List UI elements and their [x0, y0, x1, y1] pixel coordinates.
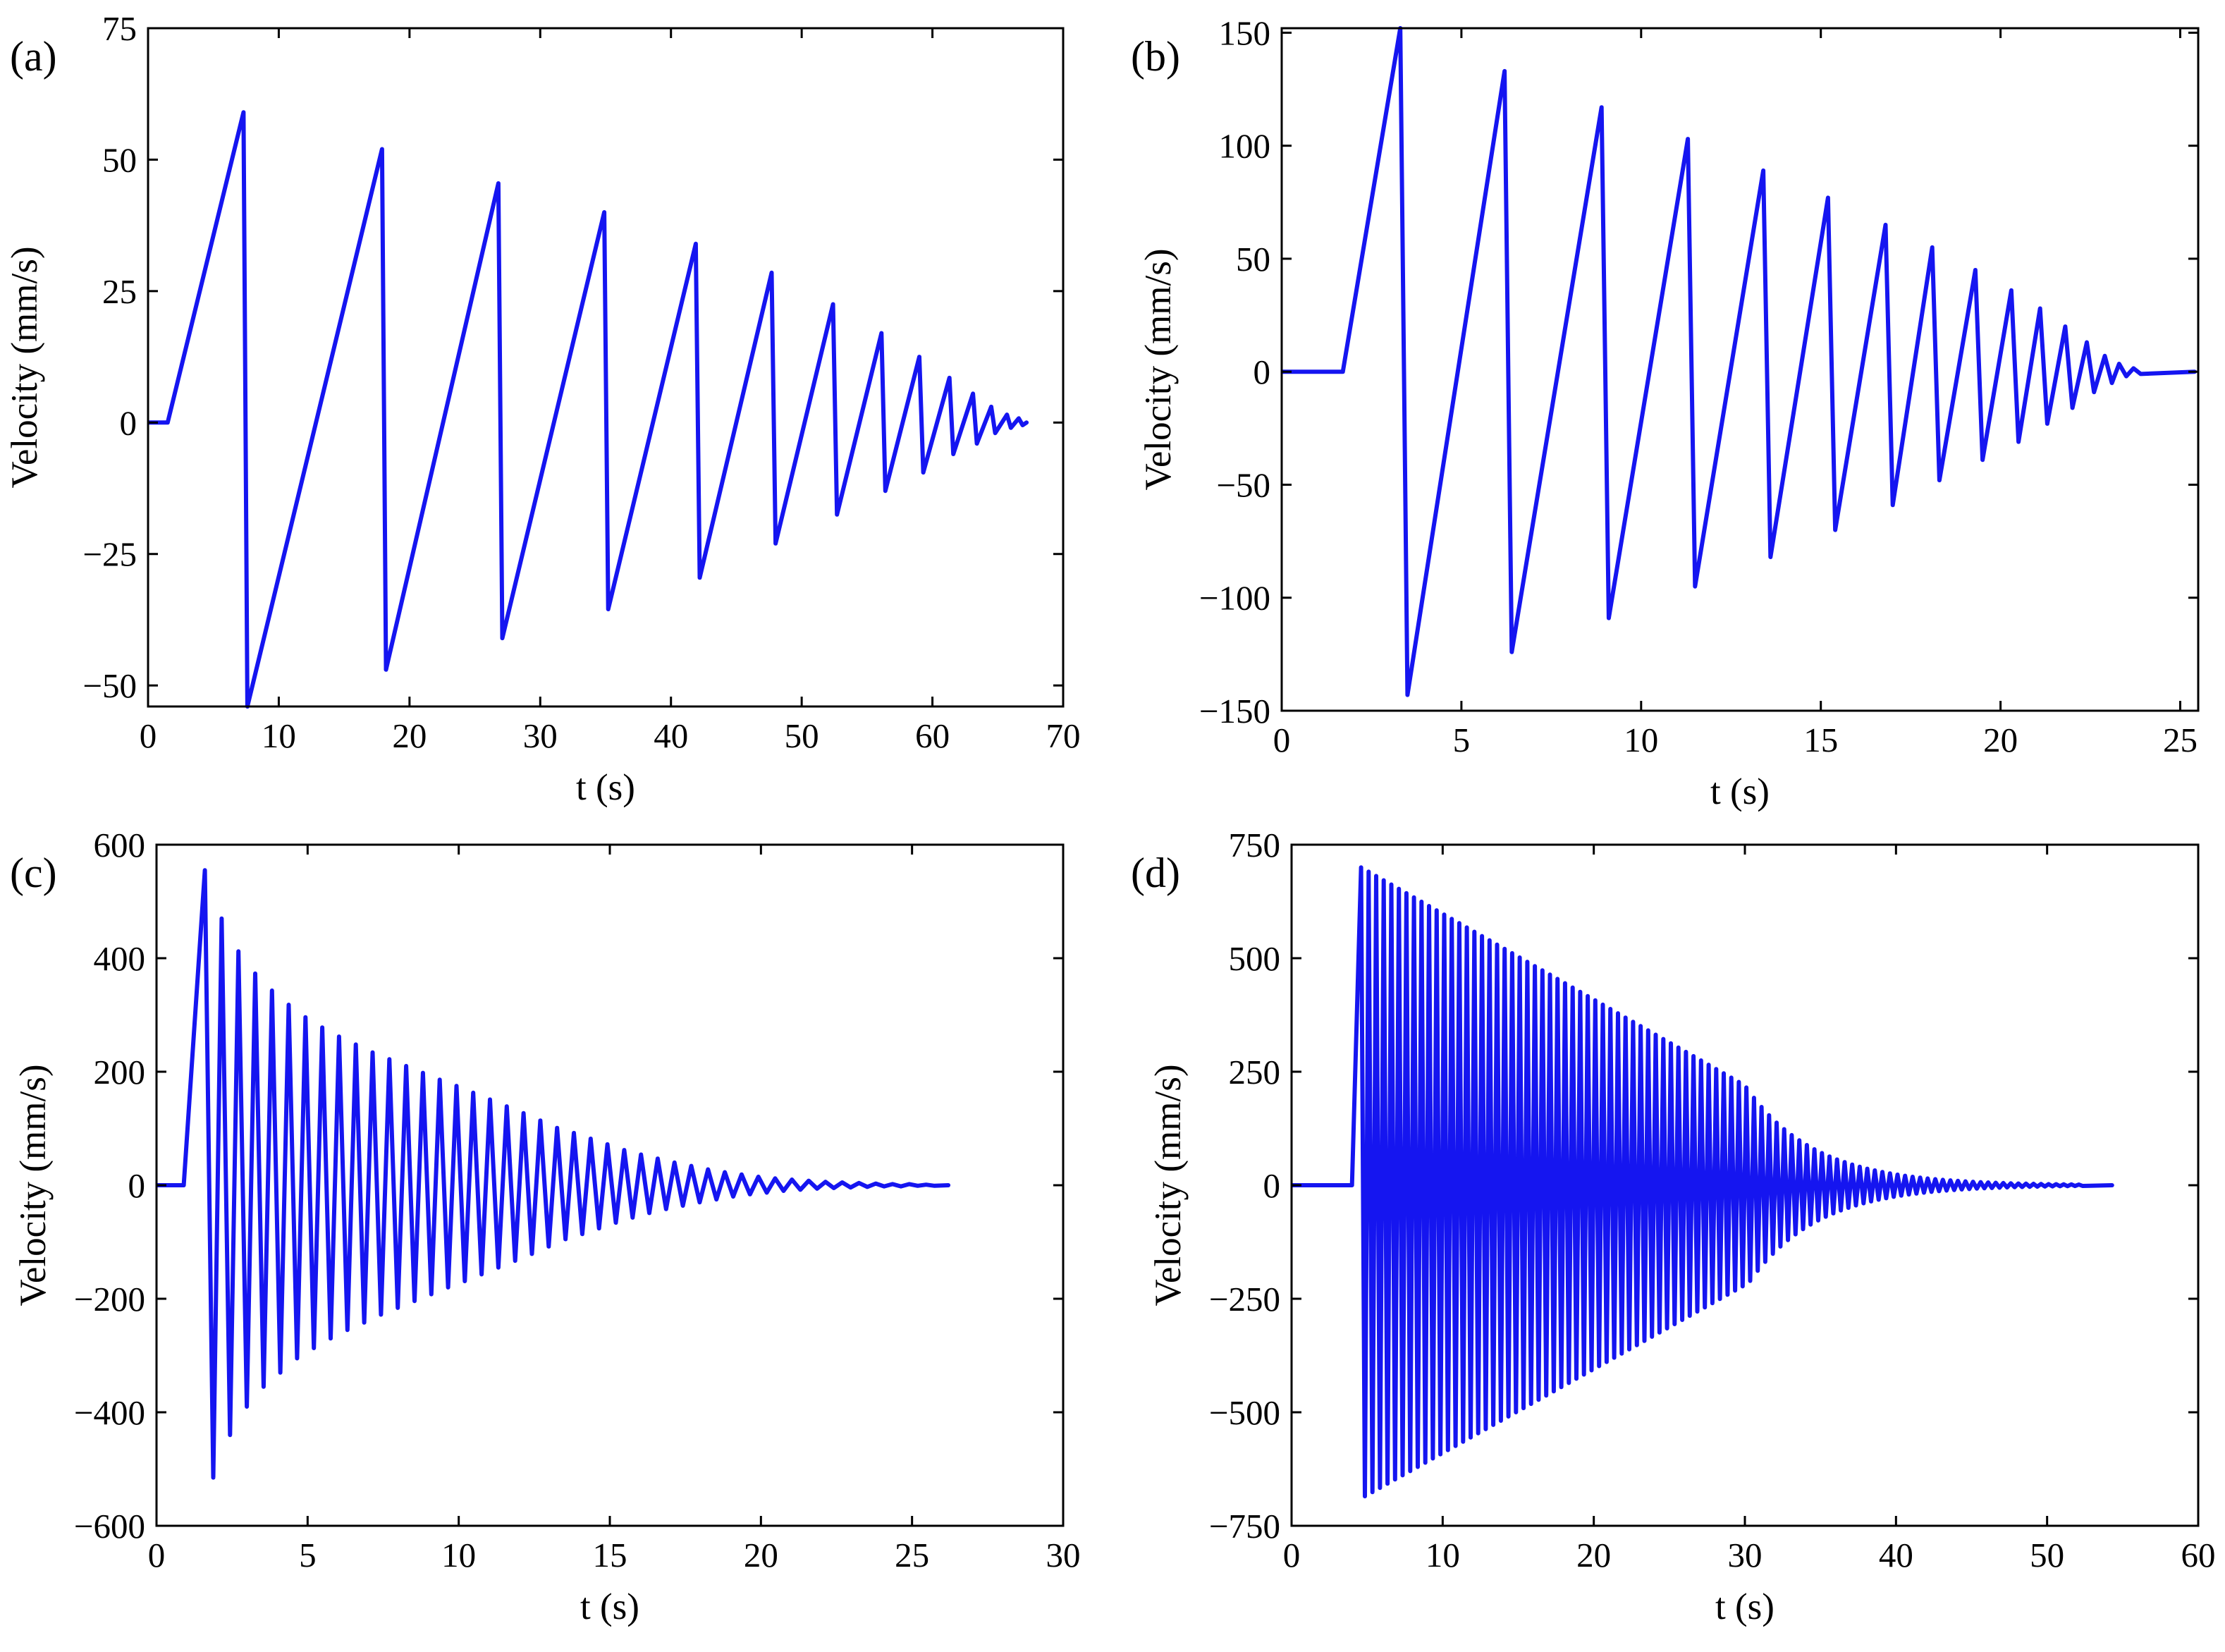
y-axis-title: Velocity (mm/s): [1148, 1065, 1189, 1307]
x-axis-title: t (s): [1710, 771, 1770, 812]
x-tick-label: 10: [1624, 721, 1658, 759]
x-tick-label: 40: [654, 716, 688, 755]
y-tick-label: 0: [128, 1166, 146, 1205]
y-tick-label: −50: [82, 666, 137, 705]
x-axis-title: t (s): [1715, 1586, 1775, 1627]
y-tick-label: 400: [94, 939, 146, 978]
x-tick-label: 40: [1879, 1536, 1913, 1574]
plot-frame: [1280, 27, 2200, 712]
panel-label: (d): [1131, 850, 1180, 896]
x-tick-label: 20: [1576, 1536, 1611, 1574]
y-tick-label: −200: [74, 1280, 145, 1318]
x-tick-label: 60: [915, 716, 950, 755]
x-axis-title: t (s): [576, 767, 635, 808]
x-tick-label: 30: [523, 716, 558, 755]
chart-panel-d: (d) 0 10 20 30 40 50 60 −750 −500 −250 0 250 500 750 t …: [1131, 826, 2216, 1627]
y-tick-label: −150: [1199, 692, 1270, 730]
chart-panel-c: (c) 0 5 10 15 20 25 30 −600 −400 −200 0 200 400 600 t (…: [10, 826, 1081, 1627]
y-tick-label: 0: [1254, 353, 1271, 391]
x-tick-label: 25: [2163, 721, 2198, 759]
x-tick-label: 20: [744, 1536, 778, 1574]
chart-panel-a: (a) 0 10 20 30 40 50 60 70 −50 −25 0 25 50 75 t (s) Velo…: [4, 9, 1081, 808]
panel-label: (b): [1131, 33, 1180, 80]
x-tick-label: 0: [140, 716, 157, 755]
x-tick-label: 70: [1046, 716, 1081, 755]
y-tick-label: 750: [1229, 826, 1281, 864]
y-tick-label: −50: [1216, 465, 1270, 504]
y-tick-label: −600: [74, 1507, 145, 1546]
x-tick-label: 5: [1453, 721, 1471, 759]
y-axis-title: Velocity (mm/s): [1138, 249, 1179, 491]
y-tick-label: 0: [120, 403, 137, 442]
y-tick-label: 75: [102, 9, 137, 48]
x-tick-label: 0: [148, 1536, 166, 1574]
x-tick-label: 20: [392, 716, 427, 755]
y-tick-label: 250: [1229, 1053, 1281, 1091]
y-tick-label: 150: [1219, 13, 1271, 52]
y-axis-title: Velocity (mm/s): [13, 1065, 54, 1307]
x-tick-label: 0: [1273, 721, 1291, 759]
x-tick-label: 0: [1283, 1536, 1301, 1574]
x-tick-label: 50: [2030, 1536, 2064, 1574]
y-tick-label: 500: [1229, 939, 1281, 978]
y-tick-label: −100: [1199, 579, 1270, 618]
panel-label: (a): [10, 33, 57, 80]
x-tick-label: 60: [2181, 1536, 2216, 1574]
x-tick-label: 5: [299, 1536, 317, 1574]
x-tick-label: 20: [1983, 721, 2018, 759]
x-tick-label: 10: [441, 1536, 476, 1574]
y-tick-label: −250: [1209, 1280, 1280, 1318]
y-tick-label: 600: [94, 826, 146, 864]
y-tick-label: 50: [1236, 240, 1270, 279]
x-tick-label: 15: [593, 1536, 627, 1574]
series-line-velocity: [1282, 26, 2197, 697]
y-tick-label: −400: [74, 1393, 145, 1432]
y-tick-label: 100: [1219, 127, 1271, 166]
series-line-velocity: [148, 110, 1029, 709]
y-axis-title: Velocity (mm/s): [4, 247, 45, 489]
y-tick-label: −25: [82, 535, 137, 574]
series-line-velocity: [157, 868, 951, 1480]
y-tick-label: −750: [1209, 1507, 1280, 1546]
x-axis-title: t (s): [580, 1586, 639, 1627]
y-tick-label: 25: [102, 272, 137, 311]
x-tick-label: 50: [785, 716, 819, 755]
x-tick-label: 30: [1046, 1536, 1081, 1574]
x-tick-label: 30: [1728, 1536, 1763, 1574]
x-tick-label: 15: [1803, 721, 1838, 759]
x-tick-label: 10: [1426, 1536, 1460, 1574]
series-line-velocity: [1292, 865, 2114, 1499]
x-tick-label: 25: [895, 1536, 929, 1574]
plot-frame: [147, 27, 1065, 708]
x-tick-label: 10: [262, 716, 296, 755]
chart-panel-b: (b) 0 5 10 15 20 25 −150 −100 −50 0 50 100 150 t (s) Ve…: [1131, 13, 2200, 812]
y-tick-label: 200: [94, 1053, 146, 1091]
y-tick-label: 50: [102, 140, 137, 179]
panel-label: (c): [10, 850, 57, 896]
y-tick-label: −500: [1209, 1393, 1280, 1432]
y-tick-label: 0: [1263, 1166, 1281, 1205]
